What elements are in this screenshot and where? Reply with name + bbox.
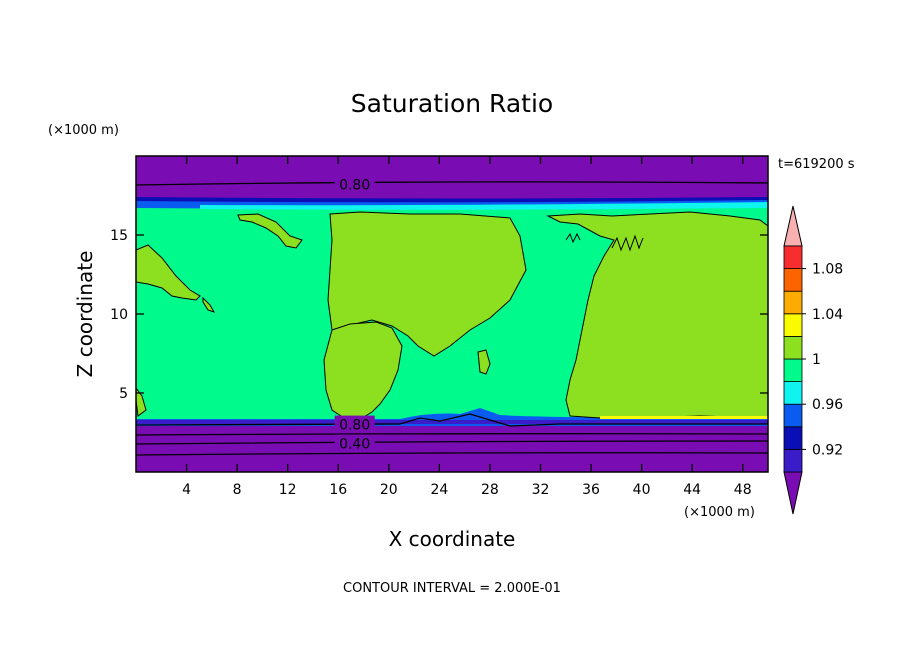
- region-small-center: [477, 349, 491, 375]
- y-axis-label: Z coordinate: [73, 251, 97, 378]
- colorbar-label: 0.92: [812, 442, 843, 458]
- colorbar-swatch: [783, 403, 803, 428]
- contour-labels: 0.80 0.80 0.40: [334, 175, 375, 453]
- x-axis-label: X coordinate: [389, 527, 516, 551]
- colorbar-label: 0.96: [812, 397, 843, 413]
- contour-label: 0.80: [339, 418, 370, 434]
- colorbar-high-arrow: [783, 205, 803, 247]
- top-dry-layer: [136, 156, 768, 204]
- contour-bottom-2: [136, 433, 768, 436]
- x-tick-label: 16: [329, 482, 347, 498]
- colorbar-swatch: [783, 290, 803, 315]
- colorbar-swatch: [783, 358, 803, 383]
- colorbar-swatch: [783, 448, 803, 473]
- region-left-bottom: [136, 387, 147, 417]
- contour-label: 0.40: [339, 437, 370, 453]
- x-tick-label: 20: [380, 482, 398, 498]
- region-top-left: [237, 213, 303, 249]
- x-tick-label: 36: [582, 482, 600, 498]
- colorbar: 0.92 0.96 1 1.04 1.08: [783, 205, 843, 515]
- colorbar-label: 1: [812, 352, 821, 368]
- y-tick-label: 10: [110, 307, 128, 323]
- colorbar-swatch: [783, 335, 803, 360]
- contour-label: 0.80: [339, 177, 370, 193]
- contour-bottom-4: [136, 452, 768, 456]
- time-label: t=619200 s: [778, 157, 855, 172]
- contour-label-bg: [334, 175, 375, 192]
- region-left-2: [202, 296, 216, 313]
- field-area: 0.80 0.80 0.40: [136, 156, 768, 472]
- x-unit-label: (×1000 m): [684, 505, 755, 520]
- x-axis-ticks: 4 8 12 16 20 24 28 32 36 40 44 48: [182, 156, 752, 498]
- region-center-top: [327, 211, 527, 357]
- colorbar-low-arrow: [783, 471, 803, 515]
- x-tick-label: 48: [734, 482, 752, 498]
- y-unit-label: (×1000 m): [48, 123, 119, 138]
- x-tick-label: 28: [481, 482, 499, 498]
- x-tick-label: 40: [633, 482, 651, 498]
- colorbar-swatch: [783, 381, 803, 405]
- contour-label-bg: [334, 415, 375, 432]
- contour-squiggles: [565, 232, 644, 252]
- colorbar-swatch: [783, 426, 803, 450]
- colorbar-label: 1.04: [812, 307, 843, 323]
- colorbar-swatch: [783, 313, 803, 337]
- region-right: [546, 211, 768, 419]
- y-axis-ticks: 5 10 15: [110, 228, 768, 402]
- region-left-1: [136, 244, 201, 301]
- bottom-gradient-band-dark: [136, 420, 768, 424]
- x-tick-label: 24: [430, 482, 448, 498]
- colorbar-swatch: [783, 268, 803, 292]
- x-tick-label: 44: [683, 482, 701, 498]
- top-gradient-band-cyan: [200, 202, 768, 210]
- chart-title: Saturation Ratio: [351, 89, 553, 118]
- bottom-dry-layer: [136, 424, 768, 472]
- contour-label-bg: [334, 434, 375, 451]
- right-yellow-strip: [600, 416, 768, 419]
- contour-top: [136, 181, 768, 186]
- supersaturated-regions: [136, 211, 768, 419]
- contour-bottom-3: [136, 440, 768, 445]
- x-tick-label: 32: [532, 482, 550, 498]
- contour-interval-note: CONTOUR INTERVAL = 2.000E-01: [343, 581, 561, 596]
- x-tick-label: 8: [233, 482, 242, 498]
- colorbar-label: 1.08: [812, 262, 843, 278]
- x-tick-label: 12: [279, 482, 297, 498]
- y-tick-label: 15: [110, 228, 128, 244]
- y-tick-label: 5: [119, 386, 128, 402]
- x-tick-label: 4: [182, 482, 191, 498]
- colorbar-swatch: [783, 245, 803, 270]
- region-center-bottom: [323, 321, 403, 419]
